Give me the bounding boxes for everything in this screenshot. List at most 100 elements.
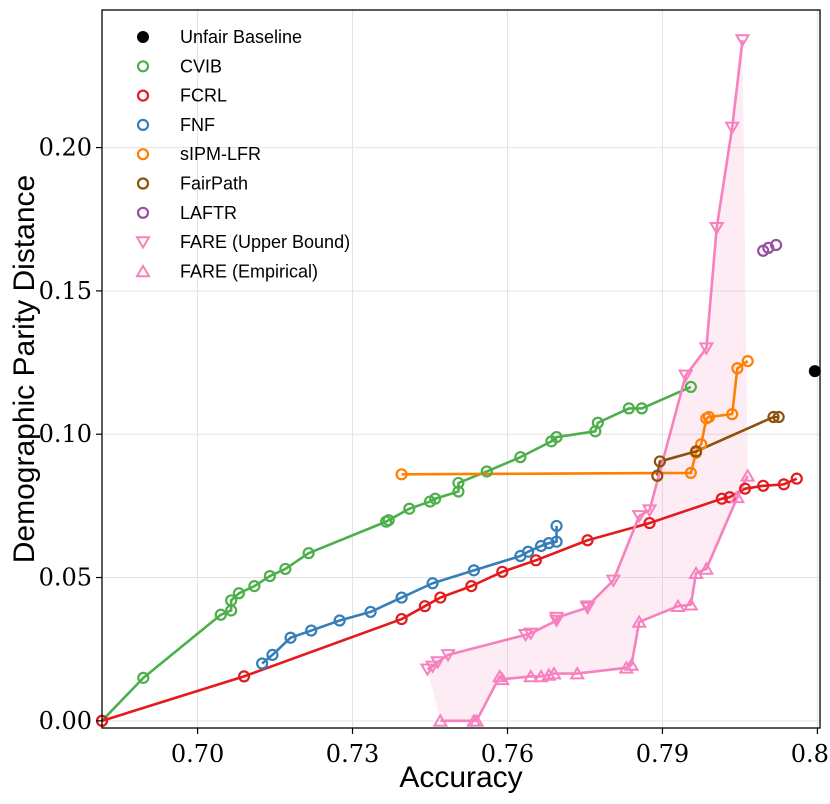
y-tick-label: 0.05: [39, 564, 92, 592]
plot-background: [102, 10, 820, 728]
fare-empirical-point: [683, 597, 699, 611]
sipm-lfr-point: [741, 355, 754, 368]
fnf-point: [550, 519, 563, 533]
fcrl-point: [643, 516, 656, 530]
cvib-point: [591, 416, 604, 429]
legend-marker-fnf: [136, 118, 150, 132]
cvib-point: [382, 514, 395, 527]
fcrl-point: [465, 580, 478, 593]
fcrl-point: [434, 591, 447, 604]
fnf-point: [333, 614, 346, 627]
sipm-lfr-point: [731, 362, 744, 375]
y-tick-label: 0.20: [39, 134, 92, 162]
fare-upper-bound-point: [698, 342, 715, 356]
x-axis-title: Accuracy: [399, 761, 522, 794]
fcrl-point: [790, 472, 803, 485]
fare-upper-bound-point: [605, 574, 622, 588]
fairpath-point: [651, 469, 664, 482]
fcrl-point: [715, 492, 728, 505]
fairpath-point: [689, 445, 703, 458]
y-tick-label: 0.00: [39, 707, 92, 735]
fnf-point: [467, 564, 481, 577]
fnf-point: [542, 537, 555, 550]
fare-empirical-point: [546, 666, 562, 680]
x-tick-label: 0.70: [171, 740, 224, 768]
fare-empirical-point: [729, 489, 746, 504]
x-tick-label: 0.76: [481, 740, 534, 768]
fcrl-point: [237, 670, 251, 683]
legend-marker-cvib: [136, 60, 150, 73]
fare-shaded-region: [427, 40, 748, 721]
fare-upper-bound-point: [641, 504, 658, 518]
fare-empirical-point: [522, 669, 539, 683]
sipm-lfr-point: [726, 408, 739, 421]
fare-empirical-point: [623, 657, 640, 671]
cvib-point: [550, 430, 563, 444]
fare-empirical-point: [494, 671, 511, 686]
fcrl-point: [418, 600, 431, 613]
cvib-point: [232, 587, 245, 600]
y-tick-label: 0.10: [39, 420, 92, 448]
y-axis-title: Demographic Parity Distance: [8, 175, 41, 564]
cvib-point: [429, 492, 442, 505]
legend-marker-fare-empirical: [135, 264, 151, 278]
legend-label-laftr: LAFTR: [180, 203, 237, 223]
legend-marker-fare-upper-bound: [135, 236, 151, 250]
fare-upper-bound-point: [724, 121, 740, 135]
cvib-point: [480, 465, 493, 478]
fare-upper-bound-point: [440, 649, 456, 663]
fnf-point: [550, 535, 563, 548]
fcrl-point: [581, 534, 594, 547]
fare-empirical-point: [631, 614, 647, 628]
y-tick-label: 0.15: [39, 277, 92, 305]
fare-upper-bound-point: [522, 627, 539, 641]
sipm-lfr-point: [395, 468, 408, 481]
cvib-point: [514, 451, 527, 464]
fnf-point: [534, 539, 548, 553]
y-axis-ticks: 0.00 0.05 0.10 0.15 0.20: [39, 134, 102, 735]
legend-label-fnf: FNF: [180, 115, 215, 135]
fare-empirical-point: [432, 713, 449, 727]
cvib-point: [622, 402, 635, 415]
cvib-point: [248, 580, 261, 593]
fcrl-point: [777, 478, 790, 491]
fare-empirical-point: [468, 713, 485, 727]
fare-upper-bound-point: [708, 222, 725, 236]
fairpath-point: [772, 410, 785, 424]
legend-label-fare-empirical: FARE (Empirical): [180, 261, 318, 281]
laftr-point: [762, 241, 775, 255]
fare-upper-bound-point: [548, 614, 565, 628]
fcrl-point: [739, 482, 752, 495]
sipm-lfr-point: [684, 466, 697, 480]
legend-marker-fairpath: [136, 177, 150, 190]
fare-empirical-point: [739, 468, 756, 482]
fcrl-point: [757, 479, 770, 492]
fare-empirical-point: [688, 565, 704, 580]
cvib-point: [452, 485, 465, 498]
fare-upper-bound-point: [424, 660, 441, 674]
legend-marker-unfair-baseline: [137, 31, 149, 43]
fare-upper-bound-point: [430, 656, 446, 670]
fare-upper-bound-point: [631, 510, 647, 524]
cvib-point: [214, 608, 227, 621]
cvib-point: [635, 402, 648, 415]
cvib-point: [302, 547, 315, 560]
fnf-point: [266, 648, 279, 662]
cvib-point: [279, 562, 292, 576]
fnf-point: [284, 631, 297, 644]
fcrl-point: [529, 554, 542, 567]
cvib-point: [137, 671, 150, 684]
sipm-lfr-line: [401, 360, 749, 476]
legend-label-fcrl: FCRL: [180, 86, 227, 106]
fairpath-point: [767, 410, 780, 424]
fare-upper-bound-point: [677, 369, 694, 383]
cvib-point: [263, 569, 276, 583]
cvib-point: [684, 380, 697, 394]
fcrl-point: [496, 565, 509, 578]
fcrl-point: [395, 612, 408, 626]
legend-label-fairpath: FairPath: [180, 174, 248, 194]
legend: Unfair Baseline CVIB FCRL FNF sIPM-LFR FairPa…: [135, 27, 350, 281]
fairpath-point: [653, 455, 666, 468]
sipm-lfr-point: [702, 410, 716, 424]
